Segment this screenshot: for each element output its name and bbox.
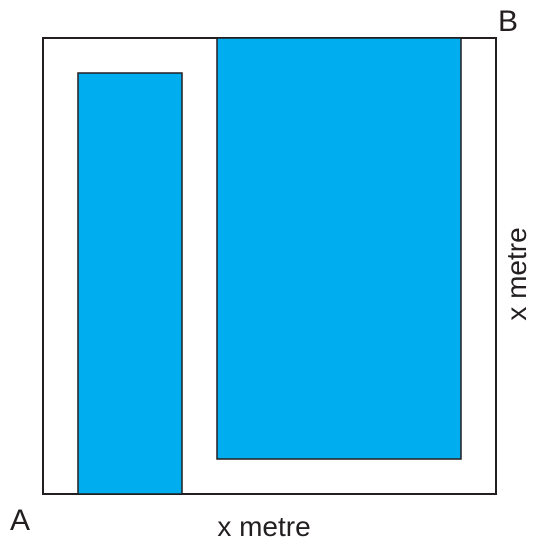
corner-label-b: B — [498, 5, 518, 38]
right-blue-rectangle — [216, 37, 462, 460]
corner-label-a: A — [10, 504, 30, 537]
right-side-label: x metre — [501, 227, 532, 320]
left-blue-rectangle — [77, 72, 183, 495]
bottom-side-label: x metre — [217, 511, 310, 542]
